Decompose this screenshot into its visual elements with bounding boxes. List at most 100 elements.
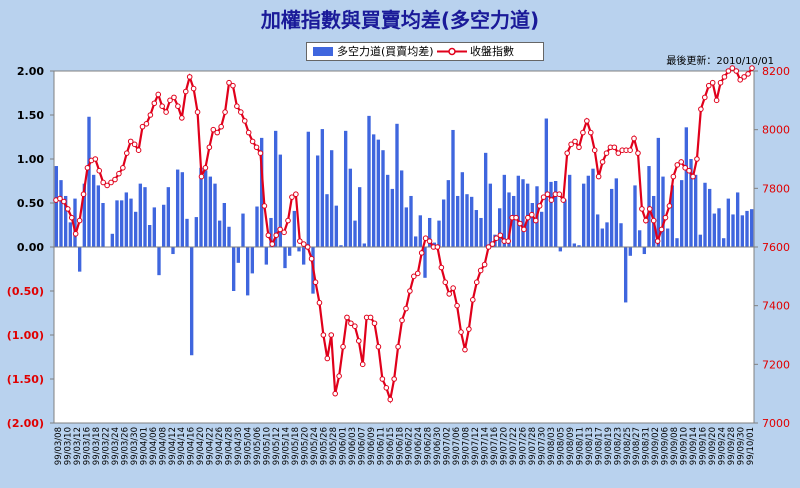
x-tick-label: 99/04/28 bbox=[225, 427, 235, 465]
line-point bbox=[131, 141, 138, 148]
bar bbox=[189, 247, 194, 356]
line-point bbox=[367, 314, 374, 321]
bar bbox=[558, 247, 563, 252]
right-tick-label: 7600 bbox=[762, 241, 790, 254]
left-axis: 2.00 1.50 1.00 0.50 0.00 (0.50) (1.00) (1.50) (2… bbox=[7, 65, 54, 430]
bar bbox=[507, 192, 511, 247]
line-point bbox=[438, 264, 445, 271]
bar bbox=[530, 203, 535, 247]
x-tick-label: 99/03/12 bbox=[73, 427, 83, 465]
line-point bbox=[670, 173, 677, 180]
line-point bbox=[560, 197, 567, 203]
line-point bbox=[745, 71, 751, 77]
bar bbox=[703, 182, 707, 247]
line-point bbox=[61, 198, 67, 205]
x-tick-label: 99/07/12 bbox=[471, 427, 481, 465]
bar bbox=[404, 207, 409, 247]
line-point bbox=[627, 147, 633, 153]
x-tick-label: 99/09/24 bbox=[718, 427, 728, 465]
line-point bbox=[426, 238, 433, 244]
bar bbox=[539, 211, 544, 247]
bar bbox=[441, 199, 446, 247]
x-tick-label: 99/06/24 bbox=[414, 427, 424, 465]
line-point bbox=[355, 338, 362, 344]
bar bbox=[353, 220, 357, 247]
bar bbox=[161, 204, 166, 247]
bar bbox=[572, 243, 577, 247]
line-point bbox=[120, 165, 126, 171]
bar bbox=[455, 195, 460, 247]
line-point bbox=[84, 165, 91, 171]
bar bbox=[77, 247, 82, 272]
bar bbox=[619, 223, 623, 247]
bar bbox=[180, 172, 185, 247]
line-point bbox=[399, 317, 405, 324]
x-tick-label: 99/06/07 bbox=[357, 427, 367, 465]
bar bbox=[87, 116, 91, 247]
x-tick-label: 99/03/24 bbox=[111, 427, 121, 465]
bar bbox=[642, 247, 647, 255]
line-point bbox=[725, 68, 732, 74]
bar bbox=[273, 130, 278, 247]
line-point bbox=[336, 373, 342, 379]
line-point bbox=[234, 103, 240, 109]
line-point bbox=[151, 100, 158, 107]
x-tick-label: 99/03/26 bbox=[120, 427, 130, 465]
x-tick-label: 99/04/12 bbox=[168, 427, 178, 465]
bar bbox=[483, 152, 488, 247]
x-tick-label: 99/04/26 bbox=[215, 427, 225, 465]
line-point bbox=[646, 206, 653, 212]
left-tick-label: 0.00 bbox=[17, 241, 44, 254]
x-tick-label: 99/04/14 bbox=[177, 427, 187, 465]
line-point bbox=[462, 346, 468, 353]
line-point bbox=[658, 226, 665, 233]
x-tick-label: 99/06/09 bbox=[367, 427, 377, 465]
bar bbox=[684, 127, 689, 247]
bar bbox=[96, 185, 101, 247]
bar bbox=[633, 185, 637, 247]
line-point bbox=[544, 191, 551, 197]
line-point bbox=[269, 241, 276, 247]
line-point bbox=[300, 241, 307, 247]
bar bbox=[241, 213, 245, 247]
bar bbox=[115, 200, 119, 247]
line-point bbox=[599, 159, 606, 165]
bar bbox=[315, 155, 320, 247]
bar bbox=[591, 168, 595, 247]
left-tick-label: 0.50 bbox=[17, 197, 44, 210]
line-point bbox=[737, 77, 744, 83]
bar bbox=[199, 167, 203, 247]
left-tick-label: 2.00 bbox=[17, 65, 44, 78]
bar bbox=[628, 247, 633, 256]
x-tick-label: 99/07/08 bbox=[462, 427, 472, 465]
bar bbox=[712, 213, 717, 247]
bar bbox=[91, 174, 96, 247]
line-point bbox=[194, 109, 201, 115]
line-point bbox=[654, 238, 661, 244]
line-point bbox=[316, 299, 323, 306]
line-point bbox=[403, 305, 409, 312]
right-tick-label: 8200 bbox=[762, 65, 790, 78]
line-point bbox=[320, 332, 327, 338]
line-point bbox=[143, 121, 150, 127]
line-point bbox=[721, 74, 728, 80]
bar bbox=[259, 137, 264, 247]
x-tick-label: 99/06/15 bbox=[386, 427, 396, 465]
line-point bbox=[68, 214, 75, 221]
bar bbox=[320, 129, 325, 247]
line-point bbox=[686, 167, 692, 174]
line-point bbox=[359, 361, 366, 368]
line-point bbox=[116, 170, 122, 177]
line-point bbox=[391, 376, 397, 382]
bar bbox=[222, 203, 227, 247]
x-tick-label: 99/08/05 bbox=[556, 427, 566, 465]
bar bbox=[521, 179, 525, 247]
line-point bbox=[662, 214, 669, 221]
line-point bbox=[348, 320, 354, 327]
bar bbox=[549, 181, 553, 247]
right-tick-label: 8000 bbox=[762, 124, 790, 137]
x-tick-label: 99/03/18 bbox=[92, 427, 102, 465]
bar bbox=[166, 187, 171, 247]
